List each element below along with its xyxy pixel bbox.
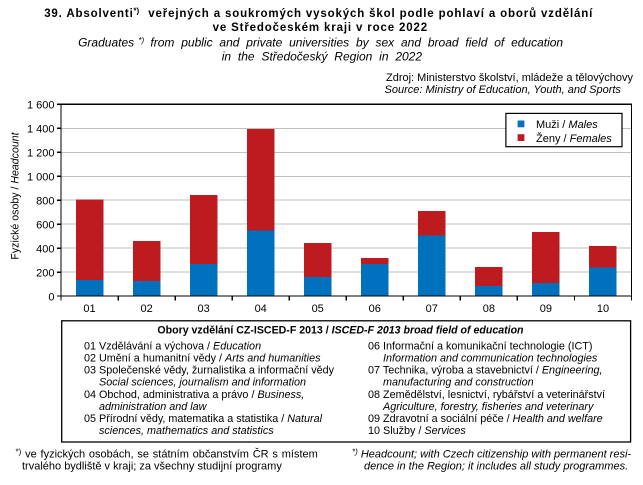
svg-text:08: 08 — [483, 303, 495, 315]
svg-text:02 Umění a humanitní vědy / Ar: 02 Umění a humanitní vědy / Arts and hum… — [84, 353, 321, 365]
svg-text:03: 03 — [197, 303, 209, 315]
svg-text:600: 600 — [36, 220, 54, 232]
svg-text:07 Technika, výroba a stavebni: 07 Technika, výroba a stavebnictví / Eng… — [368, 365, 603, 377]
svg-text:03 Společenské vědy, žurnalist: 03 Společenské vědy, žurnalistika a info… — [84, 365, 335, 377]
svg-text:1 600: 1 600 — [27, 100, 55, 112]
svg-text:Information and communication: Information and communication technologi… — [383, 353, 598, 365]
svg-text:Zdroj: Ministerstvo školství,: Zdroj: Ministerstvo školství, mládeže a … — [386, 72, 633, 84]
svg-text:1 200: 1 200 — [27, 148, 55, 160]
svg-text:10 Služby / Services: 10 Služby / Services — [368, 425, 466, 437]
svg-text:800: 800 — [36, 196, 54, 208]
svg-text:Ženy / Females: Ženy / Females — [536, 132, 612, 145]
svg-text:Fyzické osoby / Headcount: Fyzické osoby / Headcount — [10, 131, 22, 259]
svg-text:trvalého bydliště v kraji; za: trvalého bydliště v kraji; za všechny st… — [22, 461, 282, 473]
svg-text:veřejných a soukromých vysokýc: veřejných a soukromých vysokých škol pod… — [148, 8, 593, 20]
svg-text:*) Headcount; with Czech citiz: *) Headcount; with Czech citizenship wit… — [352, 448, 631, 461]
svg-text:05: 05 — [312, 303, 324, 315]
svg-text:Source: Ministry of Education,: Source: Ministry of Education, Youth, an… — [385, 84, 622, 96]
svg-text:in the Středočeský Region in 2: in the Středočeský Region in 2022 — [222, 50, 423, 64]
svg-text:04: 04 — [255, 303, 267, 315]
svg-text:manufacturing and construction: manufacturing and construction — [383, 377, 534, 389]
svg-text:Social sciences, journalism an: Social sciences, journalism and informat… — [99, 377, 306, 389]
svg-text:Muži / Males: Muži / Males — [536, 119, 598, 131]
svg-text:05 Přírodní vědy, matematika a: 05 Přírodní vědy, matematika a statistik… — [84, 413, 323, 425]
svg-text:400: 400 — [36, 243, 54, 255]
svg-text:09: 09 — [540, 303, 552, 315]
svg-text:Graduates: Graduates — [78, 36, 134, 50]
svg-text:09 Zdravotní a sociální péče /: 09 Zdravotní a sociální péče / Health an… — [368, 413, 603, 425]
svg-text:06: 06 — [369, 303, 381, 315]
svg-text:01: 01 — [83, 303, 95, 315]
svg-text:02: 02 — [140, 303, 152, 315]
svg-text:sciences, mathematics and stat: sciences, mathematics and statistics — [99, 425, 274, 437]
svg-text:*) ve fyzických osobách, se st: *) ve fyzických osobách, se státním obča… — [16, 448, 318, 461]
svg-text:*): *) — [133, 7, 139, 16]
svg-text:39. Absolventi: 39. Absolventi — [44, 8, 133, 20]
svg-text:ve Středočeském kraji v roce 2: ve Středočeském kraji v roce 2022 — [213, 22, 428, 34]
svg-text:200: 200 — [36, 267, 54, 279]
svg-text:1 000: 1 000 — [27, 172, 55, 184]
svg-text:administration and law: administration and law — [99, 401, 208, 413]
svg-text:from public and private univer: from public and private universities by … — [150, 36, 563, 50]
svg-text:dence in the Region; it includ: dence in the Region; it includes all stu… — [364, 461, 628, 473]
svg-text:10: 10 — [597, 303, 609, 315]
svg-text:1 400: 1 400 — [27, 124, 55, 136]
svg-text:0: 0 — [48, 291, 54, 303]
svg-text:Agriculture, forestry, fisheri: Agriculture, forestry, fisheries and vet… — [382, 401, 594, 413]
svg-text:*): *) — [138, 36, 144, 45]
svg-text:08 Zemědělství, lesnictví, ryb: 08 Zemědělství, lesnictví, rybářství a v… — [368, 389, 605, 401]
svg-text:Obory vzdělání CZ-ISCED-F 2013: Obory vzdělání CZ-ISCED-F 2013 / ISCED-F… — [157, 325, 524, 337]
svg-text:07: 07 — [426, 303, 438, 315]
svg-text:01 Vzdělávání a výchova / Educ: 01 Vzdělávání a výchova / Education — [84, 340, 261, 352]
svg-text:04 Obchod, administrativa a pr: 04 Obchod, administrativa a právo / Busi… — [84, 389, 304, 401]
svg-text:06 Informační a komunikační te: 06 Informační a komunikační technologie … — [368, 340, 592, 352]
